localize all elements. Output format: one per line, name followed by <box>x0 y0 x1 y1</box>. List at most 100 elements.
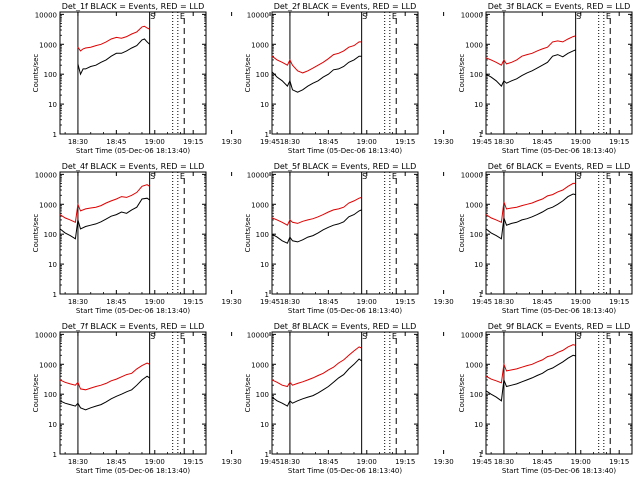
x-axis-label: Start Time (05-Dec-06 18:13:40) <box>76 467 190 475</box>
y-tick-label: 1 <box>479 451 483 459</box>
x-axis-label: Start Time (05-Dec-06 18:13:40) <box>502 147 616 155</box>
y-tick-label: 1000 <box>465 201 483 209</box>
series-line-red <box>59 362 150 391</box>
x-tick-label: 19:45 <box>260 298 280 306</box>
chart-panel-5: Det_5f BLACK = Events, RED = LLD 1 10 100 10… <box>244 162 492 315</box>
marker-label: E <box>392 12 397 21</box>
marker-label: S <box>576 332 581 341</box>
x-tick-label: 19:00 <box>357 298 377 306</box>
chart-panel-1: Det_1f BLACK = Events, RED = LLD 1 10 100 10… <box>32 2 280 155</box>
x-tick-label: 18:30 <box>494 138 514 146</box>
x-tick-label: 19:15 <box>183 298 203 306</box>
marker-label: S <box>362 332 367 341</box>
y-tick-label: 1 <box>479 131 483 139</box>
series-line-black <box>271 358 362 407</box>
x-tick-label: 18:30 <box>494 298 514 306</box>
marker-label: E <box>392 332 397 341</box>
y-tick-label: 10000 <box>35 11 57 19</box>
series-line-black <box>485 49 576 87</box>
series-line-red <box>271 346 362 388</box>
x-tick-label: 18:45 <box>318 298 338 306</box>
x-tick-label: 19:15 <box>609 298 629 306</box>
y-tick-label: 1000 <box>251 201 269 209</box>
y-axis-label: Counts/sec <box>32 54 40 93</box>
chart-panel-8: Det_8f BLACK = Events, RED = LLD 1 10 100 10… <box>244 322 492 475</box>
x-tick-label: 19:00 <box>145 138 165 146</box>
marker-label: S <box>150 172 155 181</box>
y-tick-label: 100 <box>44 71 57 79</box>
x-tick-label: 18:45 <box>318 458 338 466</box>
y-tick-label: 1000 <box>251 361 269 369</box>
x-tick-label: 18:45 <box>106 298 126 306</box>
y-tick-label: 1000 <box>39 201 57 209</box>
y-tick-label: 1 <box>53 291 57 299</box>
y-tick-label: 1000 <box>39 41 57 49</box>
marker-label: E <box>180 332 185 341</box>
x-tick-label: 19:15 <box>183 458 203 466</box>
plot-frame <box>271 331 419 455</box>
y-tick-label: 1 <box>53 451 57 459</box>
x-tick-label: 19:30 <box>222 458 242 466</box>
y-axis-label: Counts/sec <box>244 374 252 413</box>
y-tick-label: 10000 <box>461 171 483 179</box>
series-line-black <box>59 197 150 240</box>
y-tick-label: 10000 <box>247 11 269 19</box>
marker-label: S <box>150 12 155 21</box>
series-line-red <box>77 25 150 52</box>
plot-frame <box>59 331 207 455</box>
y-tick-label: 10000 <box>461 11 483 19</box>
y-axis-label: Counts/sec <box>458 54 466 93</box>
series-line-red <box>271 196 362 226</box>
chart-panel-7: Det_7f BLACK = Events, RED = LLD 1 10 100 10… <box>32 322 280 475</box>
marker-label: E <box>180 172 185 181</box>
y-tick-label: 10 <box>48 101 57 109</box>
x-tick-label: 19:15 <box>609 138 629 146</box>
x-tick-label: 19:15 <box>395 298 415 306</box>
panel-title: Det_2f BLACK = Events, RED = LLD <box>274 2 417 11</box>
panel-title: Det_8f BLACK = Events, RED = LLD <box>274 322 417 331</box>
y-tick-label: 10 <box>474 421 483 429</box>
plot-frame <box>271 11 419 135</box>
y-tick-label: 100 <box>470 391 483 399</box>
x-tick-label: 18:30 <box>280 458 300 466</box>
marker-label: E <box>606 12 611 21</box>
y-tick-label: 1 <box>53 131 57 139</box>
y-axis-label: Counts/sec <box>32 374 40 413</box>
y-tick-label: 1 <box>265 291 269 299</box>
x-tick-label: 18:30 <box>68 458 88 466</box>
marker-label: S <box>576 12 581 21</box>
y-tick-label: 1 <box>265 451 269 459</box>
y-axis-label: Counts/sec <box>458 214 466 253</box>
x-tick-label: 18:45 <box>532 138 552 146</box>
x-axis-label: Start Time (05-Dec-06 18:13:40) <box>502 307 616 315</box>
x-tick-label: 19:00 <box>571 138 591 146</box>
y-tick-label: 10 <box>474 101 483 109</box>
x-tick-label: 19:45 <box>472 138 492 146</box>
y-tick-label: 10000 <box>461 331 483 339</box>
x-tick-label: 19:45 <box>472 298 492 306</box>
marker-label: E <box>180 12 185 21</box>
chart-panel-3: Det_3f BLACK = Events, RED = LLD 1 10 100 10… <box>458 2 633 155</box>
y-tick-label: 1000 <box>465 41 483 49</box>
x-axis-label: Start Time (05-Dec-06 18:13:40) <box>288 307 402 315</box>
x-tick-label: 18:30 <box>68 138 88 146</box>
x-tick-label: 19:30 <box>222 138 242 146</box>
series-line-red <box>485 182 576 224</box>
series-line-black <box>77 38 150 76</box>
marker-label: E <box>606 332 611 341</box>
series-line-red <box>485 344 576 384</box>
x-tick-label: 19:30 <box>222 298 242 306</box>
marker-label: S <box>362 12 367 21</box>
x-tick-label: 18:45 <box>532 458 552 466</box>
panel-title: Det_6f BLACK = Events, RED = LLD <box>488 162 631 171</box>
panel-title: Det_7f BLACK = Events, RED = LLD <box>62 322 205 331</box>
x-tick-label: 19:45 <box>260 458 280 466</box>
x-axis-label: Start Time (05-Dec-06 18:13:40) <box>76 307 190 315</box>
marker-label: E <box>606 172 611 181</box>
chart-panel-4: Det_4f BLACK = Events, RED = LLD 1 10 100 10… <box>32 162 280 315</box>
y-tick-label: 1000 <box>39 361 57 369</box>
y-tick-label: 100 <box>256 391 269 399</box>
series-line-black <box>485 193 576 240</box>
y-tick-label: 10 <box>48 261 57 269</box>
panel-title: Det_3f BLACK = Events, RED = LLD <box>488 2 631 11</box>
